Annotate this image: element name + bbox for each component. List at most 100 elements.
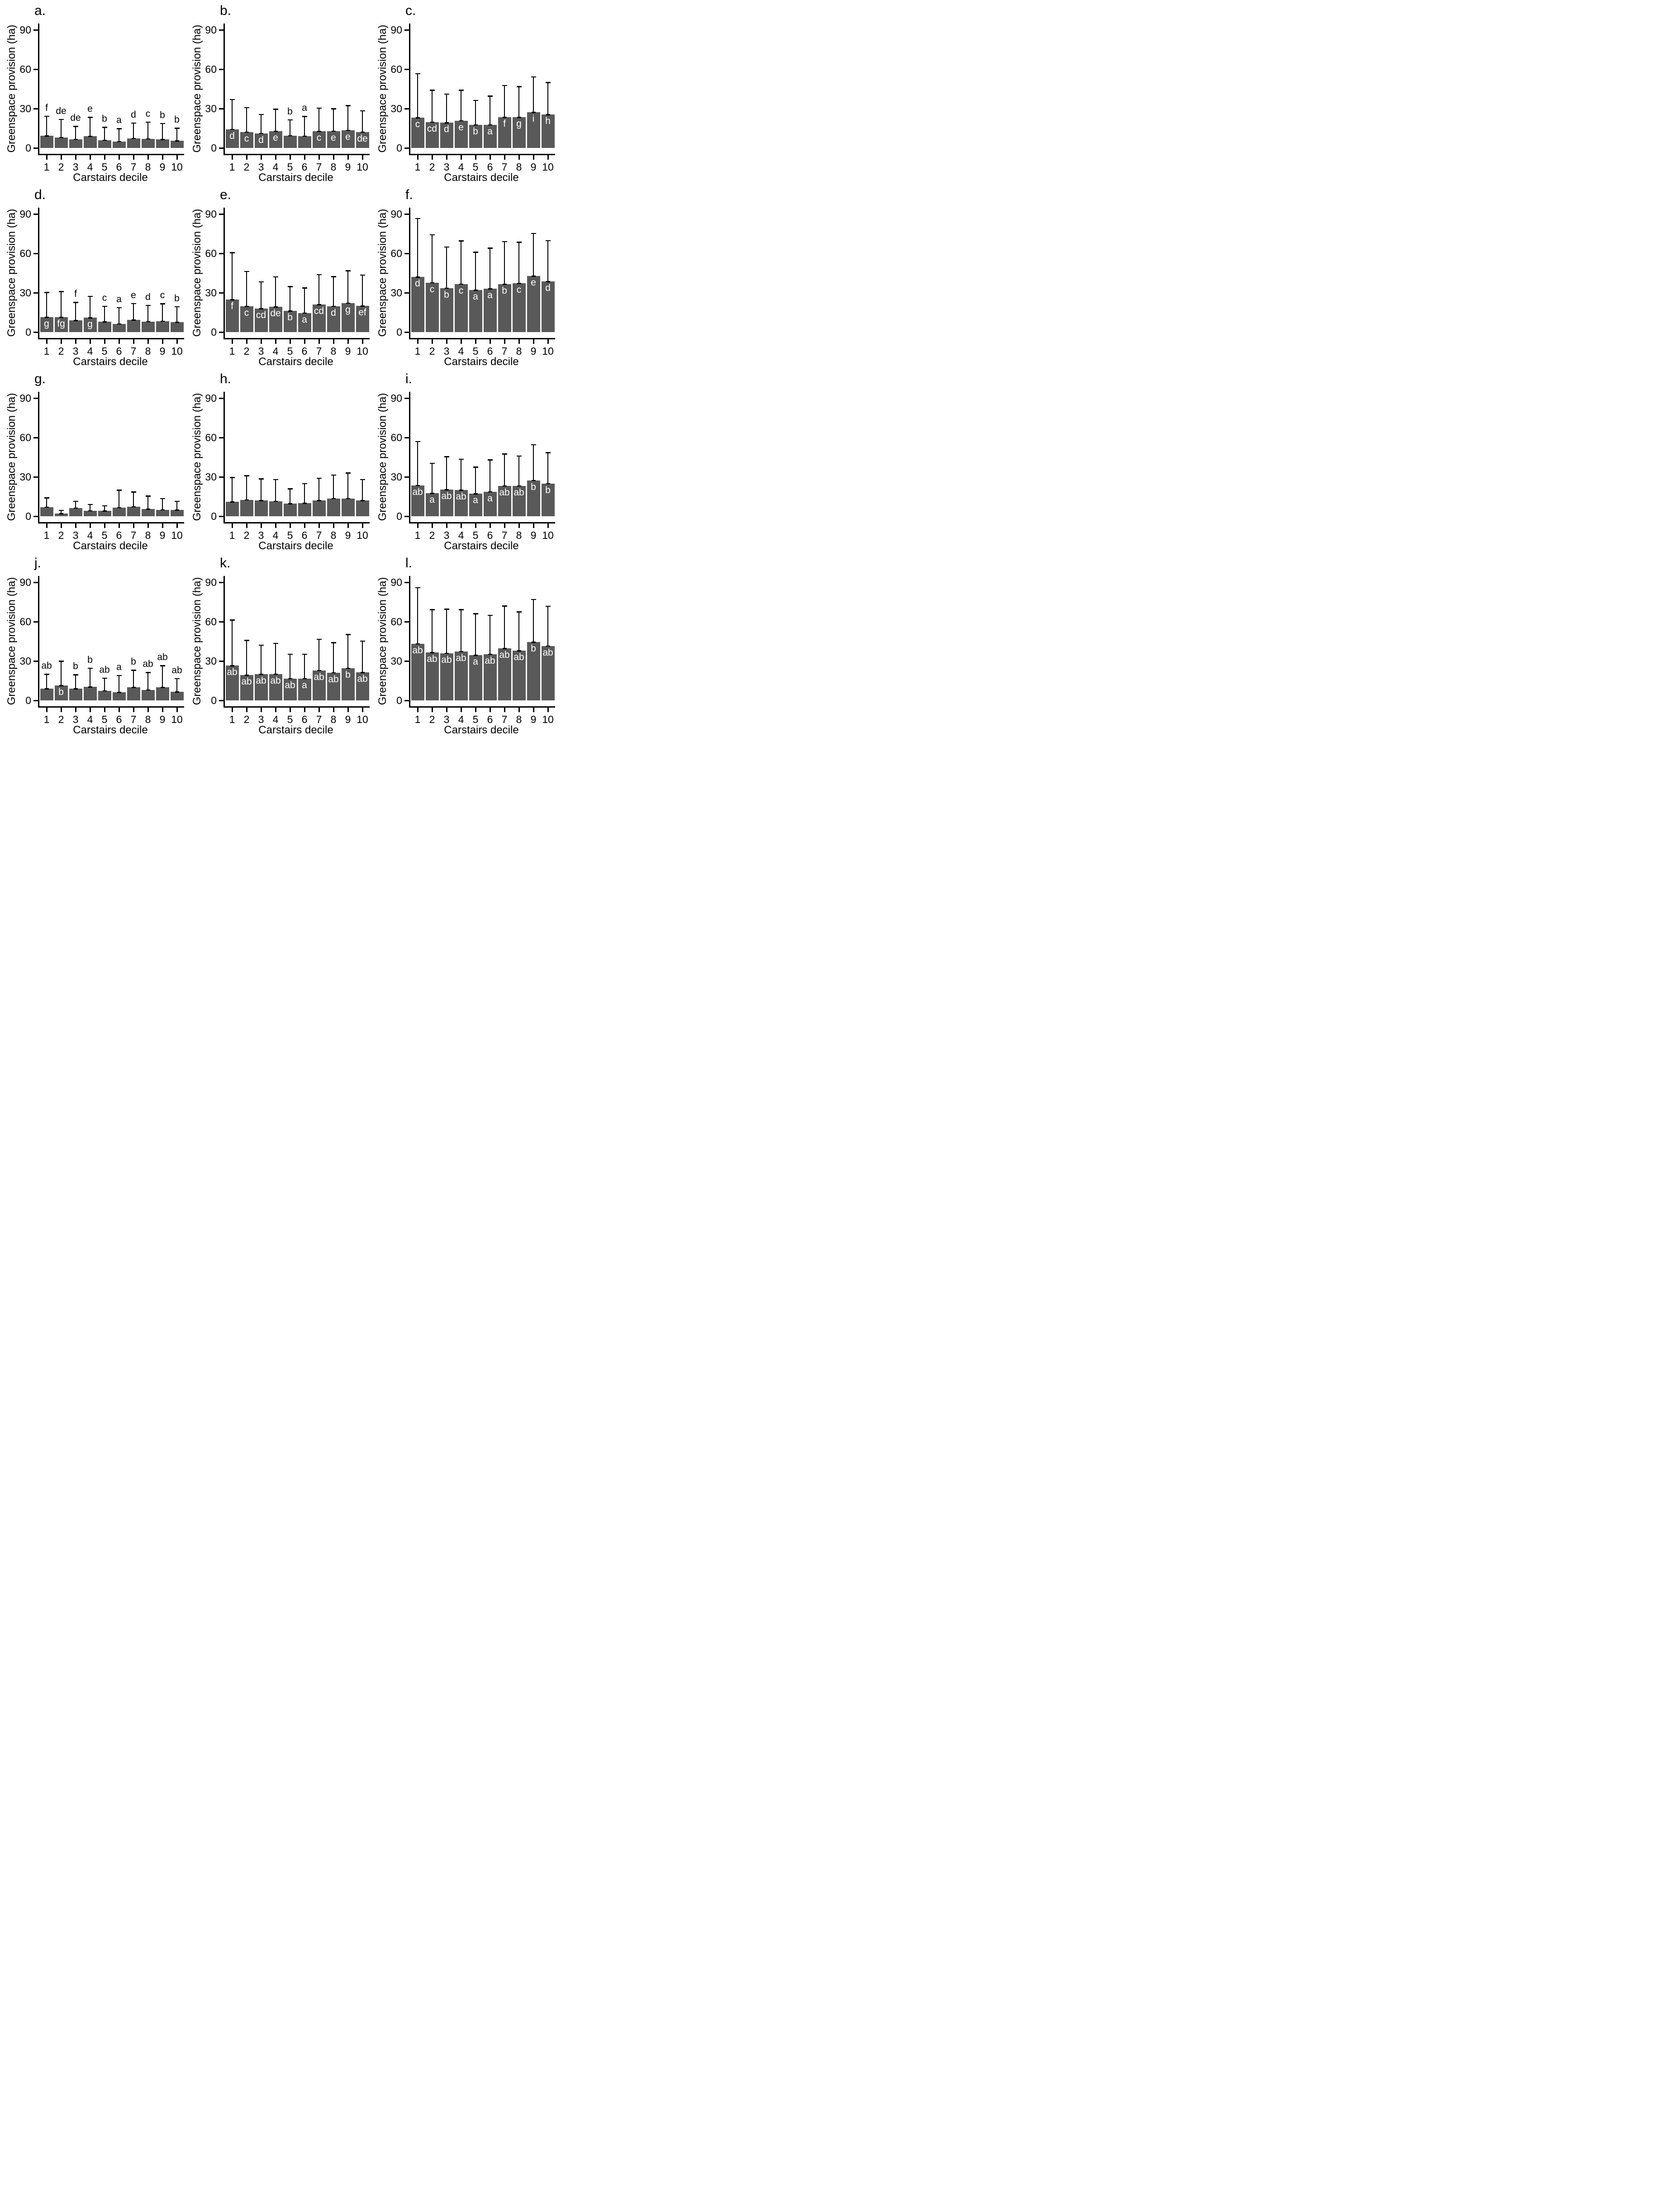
error-bar-cap-lower [531,276,536,277]
error-bar-cap-lower [473,655,478,656]
error-bar [275,643,276,674]
x-tick-label: 8 [330,161,337,173]
y-axis-tick [219,331,223,333]
significance-letter: c [316,133,322,143]
error-bar-cap-upper [131,122,136,124]
x-axis-tick [260,338,262,344]
error-bar [118,675,120,692]
y-axis-tick [219,108,223,109]
error-bar-cap-lower [444,652,449,654]
error-bar-cap-lower [360,305,365,307]
error-bar-cap-upper [58,661,64,662]
x-axis-tick [347,154,349,160]
error-bar-cap-upper [131,670,136,671]
x-axis-tick [75,154,76,160]
error-bar-cap-lower [415,643,420,645]
bar-decile-6 [483,124,497,148]
y-axis-tick [33,515,38,517]
bar-decile-4 [269,501,282,516]
error-bar-cap-upper [145,121,151,123]
error-bar [231,620,233,666]
significance-letter: b [502,285,507,296]
y-tick-label: 90 [19,392,31,404]
error-bar-cap-upper [545,605,551,607]
bar-decile-8 [141,138,155,148]
x-tick-label: 9 [345,345,351,357]
error-bar-cap-lower [230,299,234,300]
error-bar [547,606,549,646]
y-tick-label: 90 [19,24,31,36]
significance-letter: ab [270,675,281,686]
bar-decile-3 [254,500,268,516]
x-tick-label: 1 [229,714,235,725]
y-tick-label: 30 [19,103,31,114]
error-bar [75,675,76,689]
y-axis-tick [219,29,223,31]
significance-letter: g [516,119,522,129]
panel-label-a: a. [34,3,46,18]
error-bar-cap-lower [517,283,521,284]
error-bar [46,674,48,689]
x-tick-label: 3 [443,529,450,541]
error-bar [231,99,233,129]
bar-decile-10 [356,306,369,332]
error-bar-cap-upper [331,474,336,476]
x-tick-label: 5 [287,345,293,357]
error-bar-cap-upper [229,477,235,478]
error-bar [176,128,178,141]
x-axis-title: Carstairs decile [444,356,519,368]
x-axis-tick [176,338,178,344]
x-axis-title: Carstairs decile [258,540,333,552]
error-bar-cap-lower [288,503,292,504]
plot-area-k: 0 30 60 90 1 ab 2 ab 3 ab 4 ab 5 ab 6 a 7 ab 8 ab 9 b 10 ab [205,576,370,725]
x-axis-tick [446,522,447,528]
panel-label-f: f. [405,187,413,202]
error-bar-cap-lower [415,117,420,119]
panel-c: c. Greenspace provision (ha) 0 30 60 90 1 c 2 cd 3… [371,0,556,184]
error-bar-cap-lower [88,510,92,512]
error-bar-cap-lower [44,506,49,508]
error-bar-cap-lower [459,283,463,285]
bar-decile-3 [69,689,82,700]
error-bar [289,286,291,311]
significance-letter: ab [427,654,437,665]
x-tick-label: 2 [429,714,435,725]
y-tick-label: 60 [19,63,31,75]
error-bar [304,116,305,136]
significance-letter: b [73,661,78,672]
bar-decile-8 [512,283,526,332]
significance-letter: cd [256,310,266,321]
error-bar [417,587,418,644]
bar-decile-6 [298,503,311,516]
x-tick-label: 5 [472,345,479,357]
x-tick-label: 9 [159,161,166,173]
x-axis-tick [489,706,491,712]
significance-letter: b [87,654,93,665]
error-bar-cap-lower [88,686,92,688]
x-axis-tick [318,338,320,344]
x-axis-tick [162,522,163,528]
bar-decile-9 [527,480,540,516]
error-bar [147,305,149,322]
error-bar [60,661,62,686]
y-axis-tick [33,331,38,333]
significance-letter: ab [441,654,452,665]
error-bar-cap-upper [302,483,307,484]
error-bar-cap-upper [502,241,507,243]
bar-decile-4 [454,490,468,516]
x-axis-tick [89,522,91,528]
x-axis-tick [475,338,476,344]
significance-letter: c [244,308,249,319]
error-bar-cap-upper [545,82,551,83]
error-bar [162,666,163,688]
y-tick-label: 30 [205,655,217,667]
bar-decile-3 [440,490,453,516]
bar-decile-8 [512,485,526,516]
error-bar-cap-upper [258,478,264,480]
x-tick-label: 8 [516,161,522,173]
error-bar-cap-upper [444,93,449,95]
x-axis-tick [147,154,149,160]
bar-decile-3 [440,288,453,332]
y-axis-tick [219,68,223,70]
x-tick-label: 8 [145,345,151,357]
